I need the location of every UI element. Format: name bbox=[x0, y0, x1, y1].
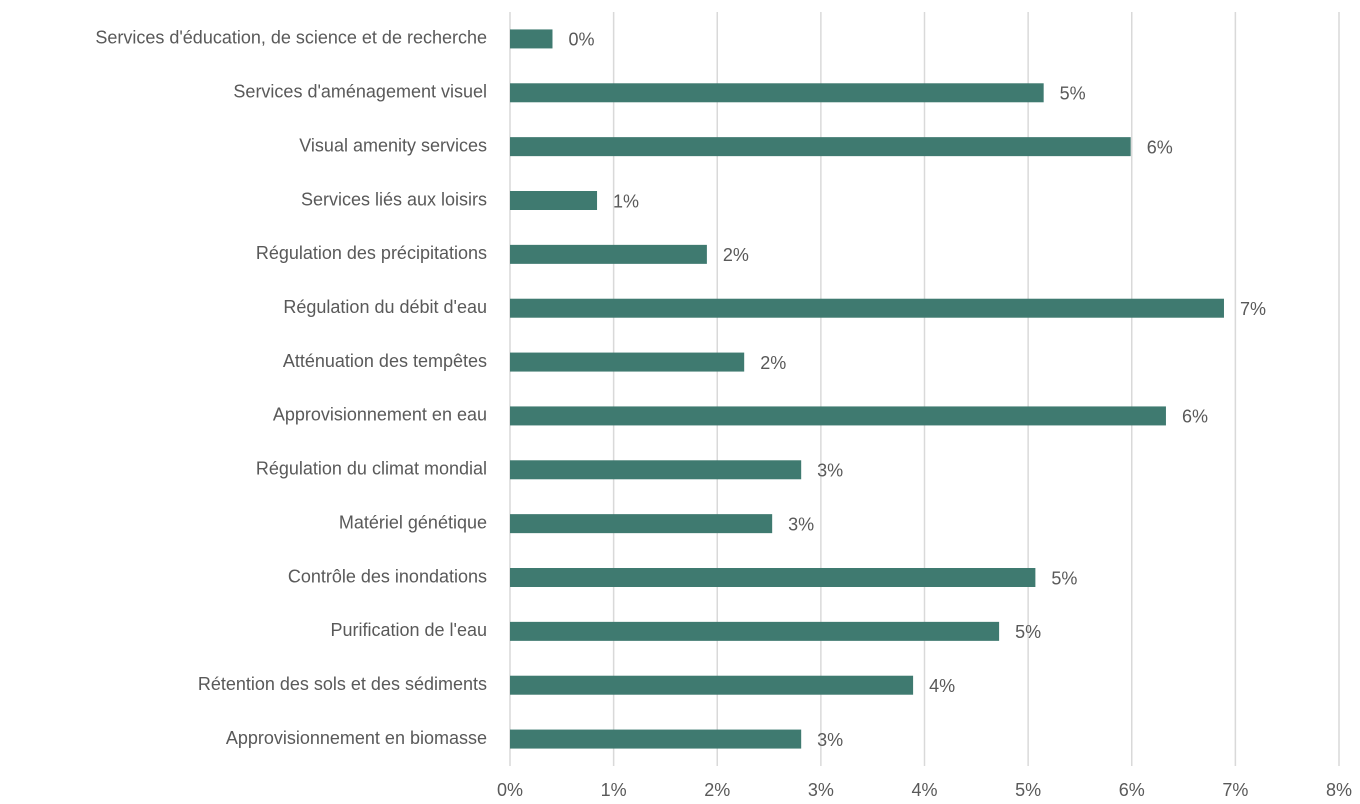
category-label: Régulation des précipitations bbox=[256, 243, 487, 263]
category-label: Approvisionnement en biomasse bbox=[226, 728, 487, 748]
bar bbox=[510, 621, 1000, 641]
x-tick-label: 2% bbox=[704, 780, 730, 800]
bar bbox=[510, 514, 773, 534]
category-label: Purification de l'eau bbox=[330, 620, 487, 640]
data-label: 6% bbox=[1182, 407, 1208, 427]
category-label: Matériel génétique bbox=[339, 512, 487, 532]
bar bbox=[510, 675, 914, 695]
category-label: Services d'aménagement visuel bbox=[233, 82, 487, 102]
data-label: 0% bbox=[568, 30, 594, 50]
data-label: 5% bbox=[1060, 84, 1086, 104]
x-tick-label: 7% bbox=[1222, 780, 1248, 800]
data-label: 3% bbox=[817, 461, 843, 481]
x-tick-label: 6% bbox=[1119, 780, 1145, 800]
bar bbox=[510, 406, 1166, 426]
x-tick-label: 3% bbox=[808, 780, 834, 800]
category-label: Atténuation des tempêtes bbox=[283, 351, 487, 371]
data-label: 4% bbox=[929, 676, 955, 696]
x-tick-label: 8% bbox=[1326, 780, 1352, 800]
x-tick-label: 1% bbox=[601, 780, 627, 800]
data-label: 1% bbox=[613, 191, 639, 211]
data-label: 2% bbox=[760, 353, 786, 373]
bar bbox=[510, 352, 745, 372]
x-tick-label: 0% bbox=[497, 780, 523, 800]
category-label: Services d'éducation, de science et de r… bbox=[95, 28, 487, 48]
category-label: Régulation du climat mondial bbox=[256, 459, 487, 479]
bar bbox=[510, 568, 1036, 587]
bar bbox=[510, 244, 707, 264]
data-label: 5% bbox=[1015, 622, 1041, 642]
data-label: 7% bbox=[1240, 299, 1266, 319]
data-label: 3% bbox=[817, 730, 843, 750]
x-tick-label: 5% bbox=[1015, 780, 1041, 800]
bar bbox=[510, 298, 1224, 318]
data-label: 3% bbox=[788, 514, 814, 534]
bar bbox=[510, 137, 1131, 157]
category-label: Rétention des sols et des sédiments bbox=[198, 674, 487, 694]
x-tick-label: 4% bbox=[911, 780, 937, 800]
bar bbox=[510, 191, 598, 210]
bar bbox=[510, 460, 802, 480]
category-label: Approvisionnement en eau bbox=[273, 405, 487, 425]
category-label: Contrôle des inondations bbox=[288, 566, 487, 586]
data-label: 2% bbox=[723, 245, 749, 265]
data-label: 6% bbox=[1147, 137, 1173, 157]
bar bbox=[510, 29, 553, 49]
category-label: Régulation du débit d'eau bbox=[283, 297, 487, 317]
bar bbox=[510, 729, 802, 749]
category-label: Services liés aux loisirs bbox=[301, 189, 487, 209]
category-label: Visual amenity services bbox=[299, 135, 487, 155]
data-label: 5% bbox=[1051, 568, 1077, 588]
bar bbox=[510, 83, 1044, 103]
